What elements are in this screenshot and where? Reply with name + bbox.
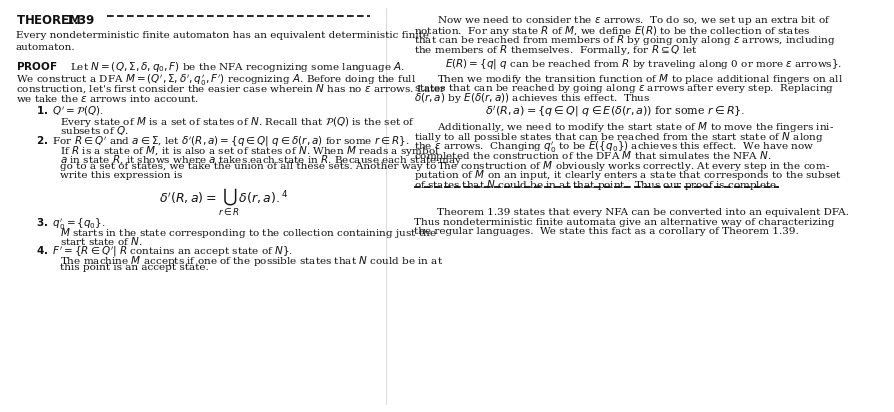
Text: the $\varepsilon$ arrows.  Changing $q_0^\prime$ to be $E(\{q_0\})$ achieves thi: the $\varepsilon$ arrows. Changing $q_0^… — [413, 139, 813, 154]
Text: Let $N = (Q, \Sigma, \delta, q_0, F)$ be the NFA recognizing some language $A$.: Let $N = (Q, \Sigma, \delta, q_0, F)$ be… — [70, 60, 404, 74]
Text: that can be reached from members of $R$ by going only along $\varepsilon$ arrows: that can be reached from members of $R$ … — [413, 33, 834, 47]
Text: this point is an accept state.: this point is an accept state. — [60, 263, 208, 272]
Text: the members of $R$ themselves.  Formally, for $R \subseteq Q$ let: the members of $R$ themselves. Formally,… — [413, 43, 696, 57]
Text: $\mathbf{3.}\ q_0^\prime = \{q_0\}.$: $\mathbf{3.}\ q_0^\prime = \{q_0\}.$ — [36, 216, 105, 232]
Text: The construction of $M$ obviously works correctly. At every step in the com-: The construction of $M$ obviously works … — [437, 159, 830, 173]
Text: construction, let's first consider the easier case wherein $N$ has no $\varepsil: construction, let's first consider the e… — [16, 82, 446, 95]
Text: Theorem 1.39 states that every NFA can be converted into an equivalent DFA.: Theorem 1.39 states that every NFA can b… — [437, 208, 848, 217]
Text: subsets of $Q$.: subsets of $Q$. — [60, 124, 128, 138]
Text: the regular languages.  We state this fact as a corollary of Theorem 1.39.: the regular languages. We state this fac… — [413, 227, 797, 236]
Text: start state of $N$.: start state of $N$. — [60, 235, 142, 247]
Text: We construct a DFA $M = (Q^\prime, \Sigma, \delta^\prime, q_0^\prime, F^\prime)$: We construct a DFA $M = (Q^\prime, \Sigm… — [16, 72, 416, 87]
Text: $\mathbf{PROOF}$: $\mathbf{PROOF}$ — [16, 60, 57, 72]
Text: $\mathbf{1.39}$: $\mathbf{1.39}$ — [65, 14, 96, 28]
Text: notation.  For any state $R$ of $M$, we define $E(R)$ to be the collection of st: notation. For any state $R$ of $M$, we d… — [413, 24, 809, 38]
Text: $\delta^\prime(R, a) = \{q \in Q|\ q \in E(\delta(r, a))$ for some $r \in R\}.$: $\delta^\prime(R, a) = \{q \in Q|\ q \in… — [485, 104, 745, 119]
Text: Thus nondeterministic finite automata give an alternative way of characterizing: Thus nondeterministic finite automata gi… — [413, 218, 833, 227]
Text: $\mathbf{2.}$ For $R \in Q^\prime$ and $a \in \Sigma$, let $\delta^\prime(R, a) : $\mathbf{2.}$ For $R \in Q^\prime$ and $… — [36, 135, 409, 149]
Text: write this expression is: write this expression is — [60, 171, 181, 180]
Text: we take the $\varepsilon$ arrows into account.: we take the $\varepsilon$ arrows into ac… — [16, 93, 198, 104]
Text: $\mathbf{THEOREM}$: $\mathbf{THEOREM}$ — [16, 14, 81, 28]
Text: Then we modify the transition function of $M$ to place additional fingers on all: Then we modify the transition function o… — [437, 72, 842, 86]
Text: $\mathbf{4.}\ F^\prime = \{R \in Q^\prime|\ R$ contains an accept state of $N\}.: $\mathbf{4.}\ F^\prime = \{R \in Q^\prim… — [36, 244, 292, 259]
Text: Every state of $M$ is a set of states of $N$. Recall that $\mathcal{P}(Q)$ is th: Every state of $M$ is a set of states of… — [60, 115, 415, 129]
Text: completed the construction of the DFA $M$ that simulates the NFA $N$.: completed the construction of the DFA $M… — [413, 149, 771, 163]
Text: If $R$ is a state of $M$, it is also a set of states of $N$. When $M$ reads a sy: If $R$ is a state of $M$, it is also a s… — [60, 144, 438, 158]
Text: Now we need to consider the $\varepsilon$ arrows.  To do so, we set up an extra : Now we need to consider the $\varepsilon… — [437, 14, 831, 28]
Text: $a$ in state $R$, it shows where $a$ takes each state in $R$. Because each state: $a$ in state $R$, it shows where $a$ tak… — [60, 153, 462, 167]
Text: $\delta^\prime(R, a) = \bigcup_{r \in R} \delta(r, a).^4$: $\delta^\prime(R, a) = \bigcup_{r \in R}… — [159, 186, 289, 218]
Text: $E(R) = \{q|\ q$ can be reached from $R$ by traveling along 0 or more $\varepsil: $E(R) = \{q|\ q$ can be reached from $R$… — [445, 57, 841, 71]
Text: states that can be reached by going along $\varepsilon$ arrows after every step.: states that can be reached by going alon… — [413, 82, 832, 95]
Text: Every nondeterministic finite automaton has an equivalent deterministic finite
a: Every nondeterministic finite automaton … — [16, 31, 428, 52]
Text: $M$ starts in the state corresponding to the collection containing just the: $M$ starts in the state corresponding to… — [60, 226, 436, 240]
Text: $\mathbf{1.}\ Q^\prime = \mathcal{P}(Q).$: $\mathbf{1.}\ Q^\prime = \mathcal{P}(Q).… — [36, 105, 104, 119]
Text: putation of $M$ on an input, it clearly enters a state that corresponds to the s: putation of $M$ on an input, it clearly … — [413, 168, 840, 182]
Text: of states that $N$ could be in at that point.  Thus our proof is complete.: of states that $N$ could be in at that p… — [413, 178, 779, 192]
Text: tially to all possible states that can be reached from the start state of $N$ al: tially to all possible states that can b… — [413, 130, 822, 144]
Text: $\delta(r, a)$ by $E(\delta(r, a))$ achieves this effect.  Thus: $\delta(r, a)$ by $E(\delta(r, a))$ achi… — [413, 91, 649, 105]
Text: go to a set of states, we take the union of all these sets. Another way to: go to a set of states, we take the union… — [60, 162, 435, 171]
Text: The machine $M$ accepts if one of the possible states that $N$ could be in at: The machine $M$ accepts if one of the po… — [60, 254, 443, 268]
Text: Additionally, we need to modify the start state of $M$ to move the fingers ini-: Additionally, we need to modify the star… — [437, 120, 833, 134]
